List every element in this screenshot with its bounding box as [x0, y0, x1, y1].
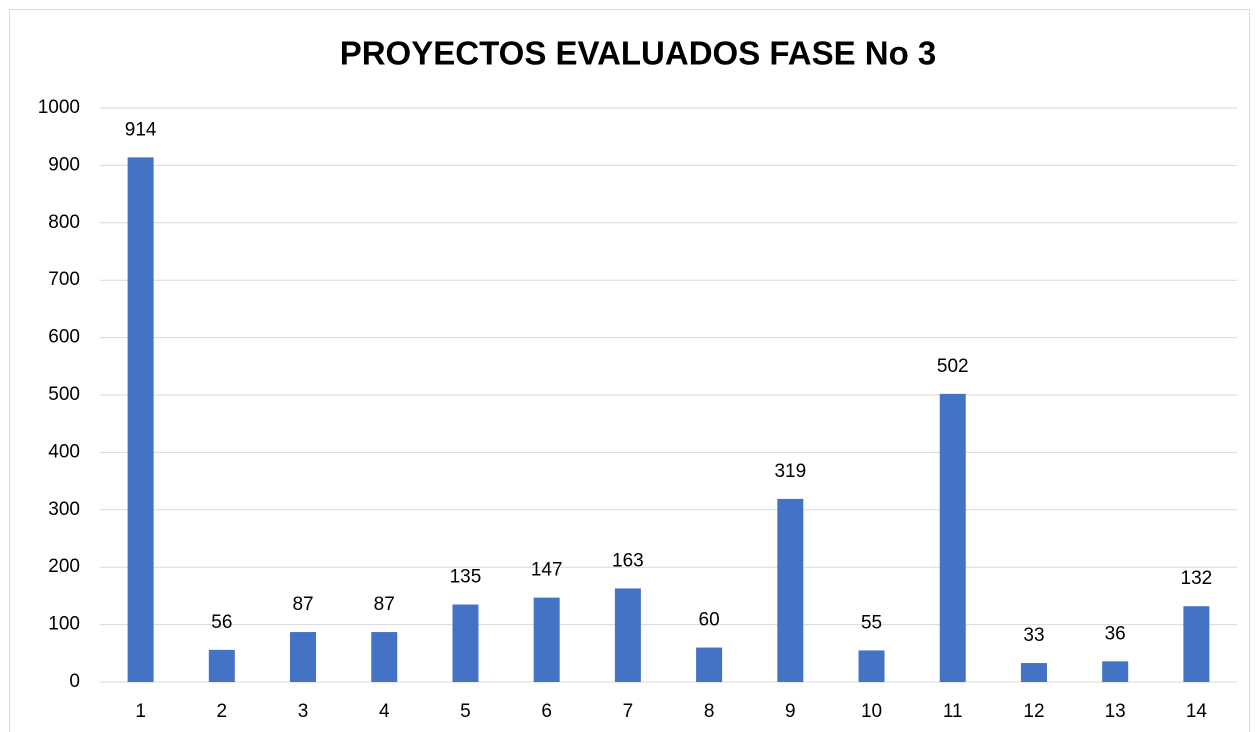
bar [533, 597, 560, 682]
y-tick-label: 600 [48, 327, 80, 348]
x-tick-label: 11 [943, 701, 963, 722]
x-tick-label: 13 [1105, 701, 1126, 722]
data-label: 56 [211, 612, 232, 633]
x-tick-label: 1 [135, 701, 146, 722]
x-tick-label: 14 [1186, 701, 1208, 722]
data-label: 87 [374, 594, 395, 615]
bar [696, 647, 723, 682]
x-tick-label: 12 [1023, 701, 1044, 722]
bar [1183, 606, 1210, 682]
y-tick-label: 1000 [38, 97, 80, 118]
y-tick-label: 900 [48, 154, 80, 175]
bar [371, 632, 398, 682]
x-tick-label: 4 [379, 701, 390, 722]
y-tick-label: 100 [48, 614, 80, 635]
bar [127, 157, 154, 682]
data-label: 319 [774, 461, 806, 482]
bar [858, 650, 885, 682]
bar [452, 604, 479, 682]
bar [1020, 663, 1047, 682]
bar [1102, 661, 1129, 682]
y-tick-label: 0 [69, 671, 80, 692]
data-label: 163 [612, 550, 644, 571]
y-tick-label: 500 [48, 384, 80, 405]
y-tick-label: 200 [48, 556, 80, 577]
data-label: 33 [1023, 625, 1044, 646]
data-label: 502 [937, 356, 969, 377]
bar [777, 498, 804, 682]
data-label: 36 [1105, 623, 1126, 644]
x-tick-label: 6 [541, 701, 552, 722]
data-label: 147 [531, 560, 563, 581]
data-label: 914 [125, 119, 157, 140]
y-tick-label: 800 [48, 212, 80, 233]
chart-title: PROYECTOS EVALUADOS FASE No 3 [340, 35, 937, 72]
y-tick-label: 700 [48, 269, 80, 290]
x-tick-label: 9 [785, 701, 796, 722]
x-tick-label: 2 [217, 701, 228, 722]
x-tick-label: 10 [861, 701, 882, 722]
data-label: 132 [1181, 568, 1213, 589]
data-label: 135 [450, 567, 482, 588]
data-label: 87 [292, 594, 313, 615]
bar [290, 632, 317, 682]
y-tick-label: 300 [48, 499, 80, 520]
bar [614, 588, 641, 682]
x-tick-label: 8 [704, 701, 715, 722]
bar [208, 649, 235, 682]
x-tick-label: 3 [298, 701, 309, 722]
data-label: 60 [699, 610, 720, 631]
bar [939, 393, 966, 682]
x-tick-label: 5 [460, 701, 471, 722]
x-tick-label: 7 [623, 701, 634, 722]
y-tick-label: 400 [48, 441, 80, 462]
data-label: 55 [861, 612, 882, 633]
